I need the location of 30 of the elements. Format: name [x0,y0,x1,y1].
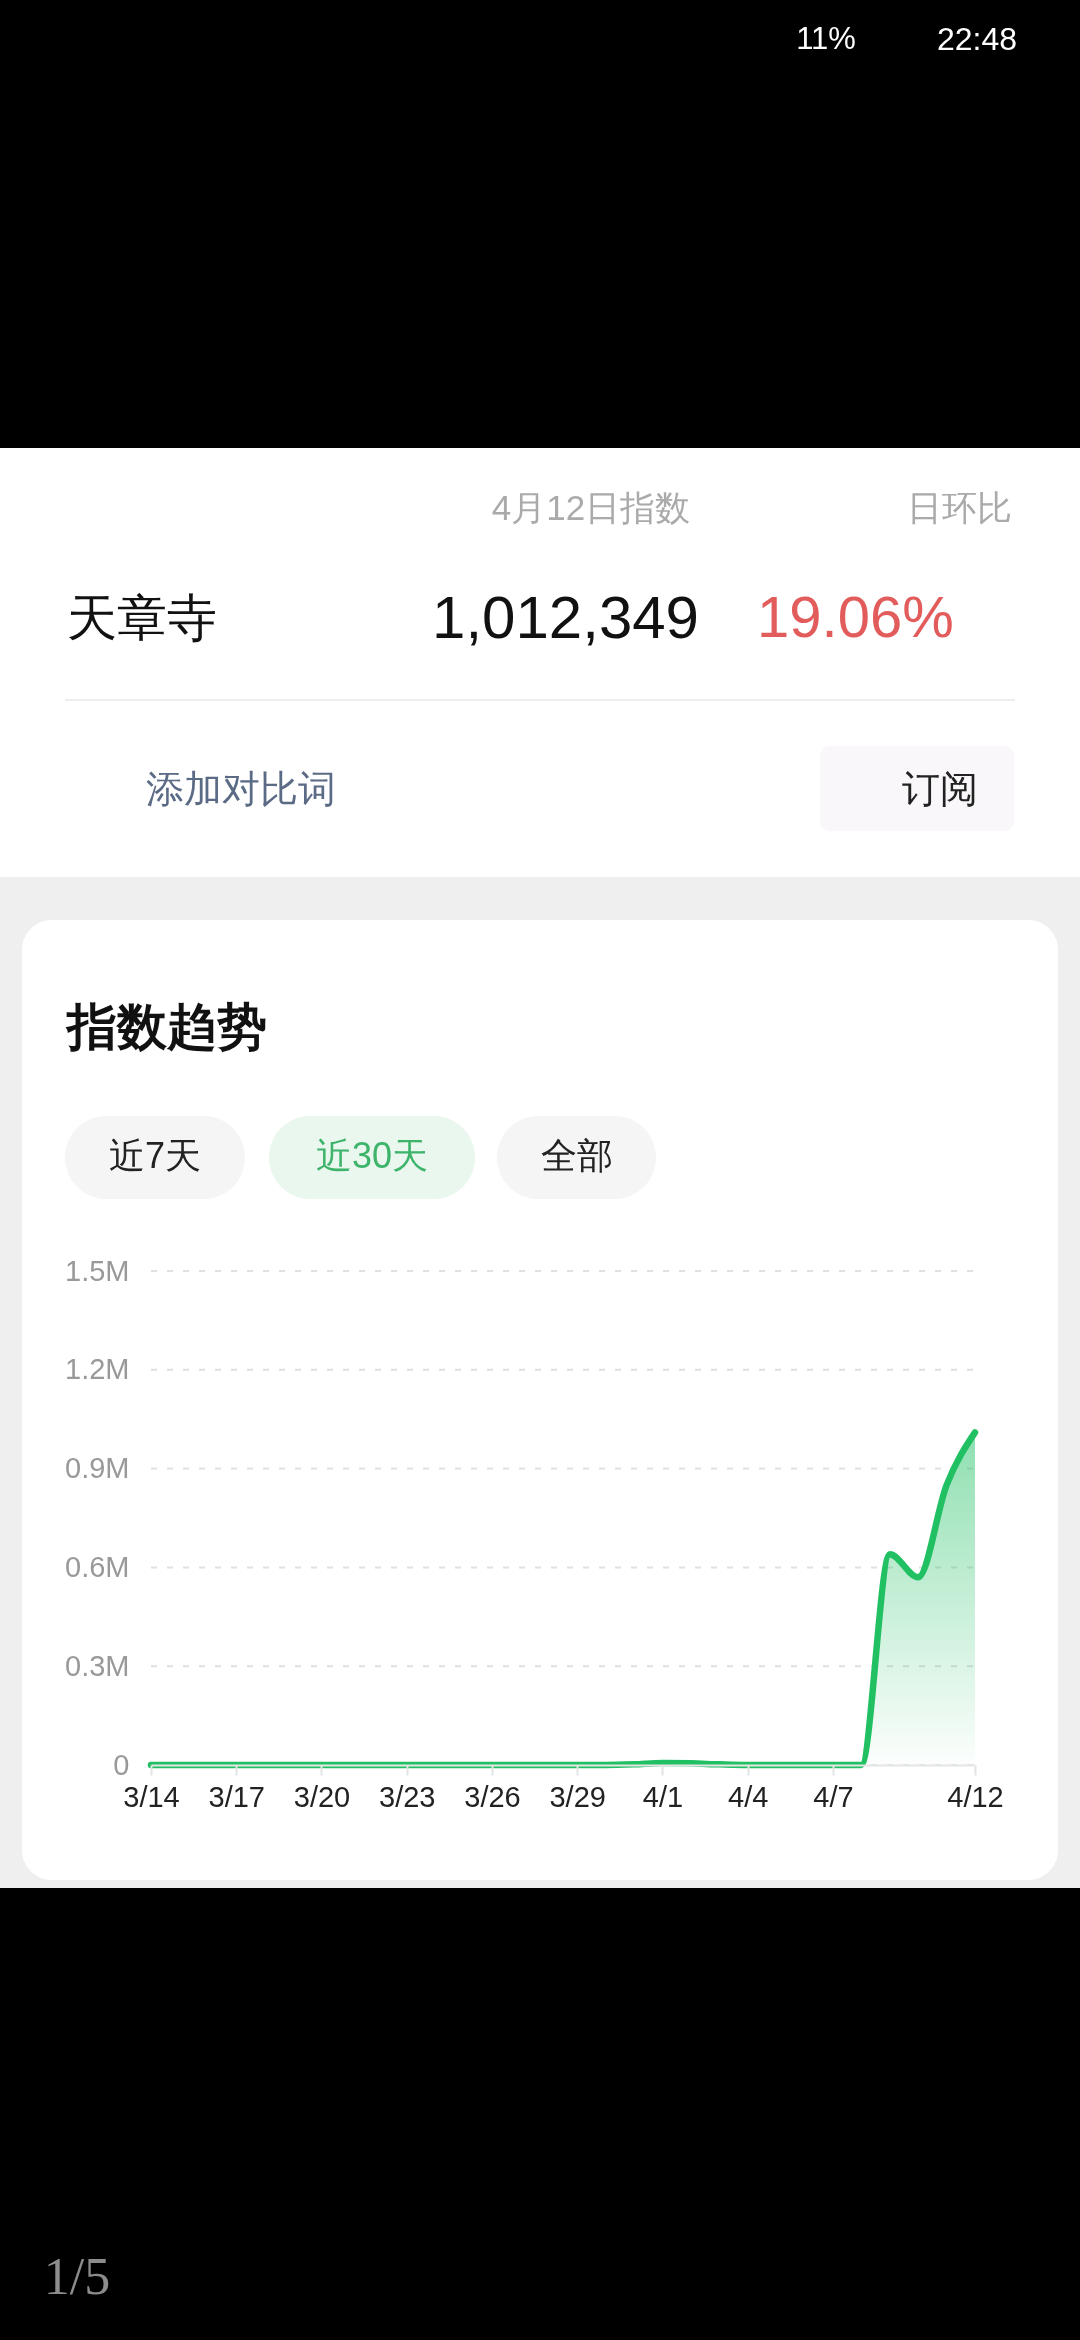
text: 11% [796,21,856,56]
x-tick-label: 3/29 [549,1780,606,1813]
x-tick-label: 3/26 [464,1780,521,1813]
x-tick-label: 3/17 [208,1780,265,1813]
text: 4月12日指数 [491,488,691,527]
text: 1,012,349 [432,584,699,651]
text: 近30天 [315,1135,429,1176]
text: 日环比 [907,488,1012,527]
x-tick-label: 3/14 [123,1780,180,1813]
y-tick-label: 0.9M [65,1452,130,1485]
x-tick-label: 3/23 [379,1780,436,1813]
chart-title: 指数趋势 [65,999,267,1055]
x-tick-label: 4/1 [642,1780,684,1813]
text: 19.06% [757,584,954,649]
y-tick-label: 0 [113,1748,130,1781]
text: 近7天 [108,1135,202,1176]
text: 22:48 [936,21,1017,57]
y-tick-label: 0.6M [65,1550,130,1583]
text: 天章寺 [67,590,217,646]
text: 1/5 [43,2248,111,2305]
y-tick-label: 0.3M [65,1649,130,1682]
text: 添加对比词 [146,768,336,810]
x-tick-label: 4/7 [813,1780,854,1813]
text: 全部 [541,1135,613,1176]
x-tick-label: 3/20 [293,1780,351,1813]
x-tick-label: 4/12 [947,1780,1004,1813]
y-tick-label: 1.2M [65,1353,130,1386]
x-tick-label: 4/4 [728,1780,769,1813]
text: 订阅 [902,768,978,810]
y-tick-label: 1.5M [65,1254,130,1287]
